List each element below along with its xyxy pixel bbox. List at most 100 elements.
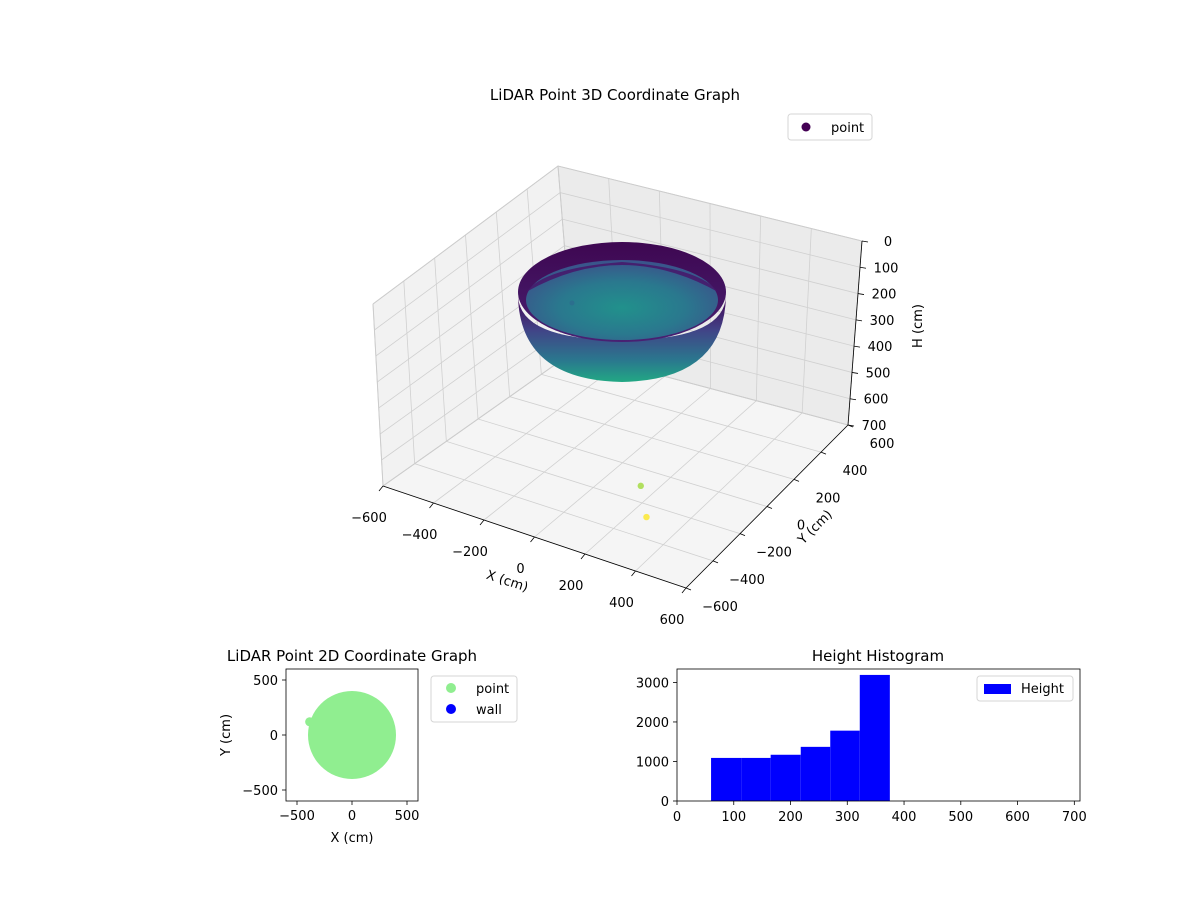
legend-histogram-label: Height (1021, 682, 1064, 697)
x-tick (631, 570, 636, 577)
z-tick-label: 700 (862, 419, 887, 434)
x-tick (378, 485, 384, 492)
z-axis-line (847, 240, 863, 426)
x-tick (530, 536, 535, 543)
legend-3d-label: point (831, 121, 864, 136)
x-tick-label: 200 (778, 810, 803, 825)
y-tick-label: −400 (729, 573, 765, 588)
z-tick (859, 266, 867, 269)
histogram-bar (711, 757, 742, 801)
y-tick-label: 600 (870, 437, 895, 452)
histogram-title: Height Histogram (812, 647, 944, 665)
legend-3d-marker (801, 122, 811, 132)
legend-2d-wall-marker (446, 704, 456, 714)
bowl-inner-surface (526, 260, 718, 340)
chart-3d-title: LiDAR Point 3D Coordinate Graph (490, 86, 740, 104)
z-tick-label: 300 (870, 314, 895, 329)
x-tick-label: −200 (452, 545, 488, 560)
x-tick-label: 700 (1062, 810, 1087, 825)
y-tick-label: 0 (797, 519, 805, 534)
x-tick-label: 300 (835, 810, 860, 825)
y-tick-label: 1000 (636, 755, 669, 770)
y-tick-label: 0 (270, 729, 278, 744)
outlier-points (637, 482, 650, 521)
x-tick-label: 200 (559, 579, 584, 594)
x-tick (429, 502, 434, 509)
point-cloud-bowl (518, 242, 726, 382)
y-tick-label: −600 (702, 600, 738, 615)
point-disk (308, 691, 396, 779)
z-tick-label: 500 (866, 366, 891, 381)
z-tick (855, 319, 863, 322)
ticks-3d: −600−600−400−400−200 −2000020020040040060… (351, 235, 898, 628)
pane-back-left (373, 166, 573, 486)
scatter-2d-plot (305, 691, 396, 779)
y-tick (793, 478, 800, 482)
y-tick (739, 533, 746, 537)
x-tick-label: 500 (395, 809, 420, 824)
histogram-bar (741, 757, 771, 801)
legend-3d-frame (787, 113, 873, 141)
y-tick-label: 2000 (636, 716, 669, 731)
x-tick-label: 600 (1005, 810, 1030, 825)
pane-floor (383, 352, 848, 588)
x-tick-label: 400 (892, 810, 917, 825)
y-tick (685, 587, 692, 591)
z-tick-label: 0 (884, 235, 892, 250)
x-tick-label: 0 (516, 562, 524, 577)
scatter-point (305, 717, 315, 727)
x-tick (580, 553, 586, 560)
chart-histogram: Height Histogram 0 100 200 300 400 500 600 7000… (636, 647, 1087, 825)
histogram-frame (676, 668, 1081, 802)
x-tick-label: 600 (660, 613, 685, 628)
histogram-bars (711, 674, 890, 801)
z-tick-label: 600 (864, 393, 889, 408)
x-tick-label: 0 (348, 809, 356, 824)
histogram-bar (830, 730, 860, 801)
legend-3d: point (787, 113, 873, 141)
histogram-bar (859, 674, 890, 801)
y-tick-label: 3000 (636, 676, 669, 691)
x-tick-label: −500 (279, 809, 315, 824)
x-tick-label: 100 (721, 810, 746, 825)
legend-2d-point-marker (446, 683, 456, 693)
y-tick-label: 200 (816, 491, 841, 506)
y-tick-label: 0 (661, 795, 669, 810)
legend-2d-wall-label: wall (476, 703, 502, 718)
x-tick-label: −400 (402, 528, 438, 543)
y-tick-label: 500 (253, 674, 278, 689)
z-tick-label: 400 (868, 340, 893, 355)
legend-histogram-frame (976, 675, 1074, 702)
legend-histogram-swatch (984, 684, 1011, 694)
z-tick (851, 372, 859, 374)
z-tick (847, 424, 855, 427)
y-tick-label: −200 (756, 546, 792, 561)
z-axis-label: H (cm) (911, 304, 926, 348)
z-tick-label: 100 (874, 261, 899, 276)
z-tick (861, 240, 869, 243)
chart-3d: LiDAR Point 3D Coordinate Graph −600 −600… (351, 86, 926, 628)
legend-2d-point-label: point (476, 682, 509, 697)
legend-histogram: Height (976, 675, 1074, 702)
histogram-bar (800, 746, 831, 801)
x-tick-label: 500 (948, 810, 973, 825)
y-tick-label: 400 (843, 464, 868, 479)
y-tick (820, 451, 827, 455)
chart-2d: LiDAR Point 2D Coordinate Graph −500 0 500… (219, 647, 518, 846)
chart-2d-xlabel: X (cm) (331, 831, 374, 846)
histogram-ticks: 0 100 200 300 400 500 600 700 0 1000 2000 3000 (636, 676, 1087, 825)
z-tick (853, 345, 861, 348)
x-tick (479, 519, 485, 526)
outlier-point (637, 482, 644, 490)
y-tick (712, 560, 719, 564)
z-tick-label: 200 (872, 288, 897, 303)
histogram-bar (770, 754, 801, 801)
outlier-point (643, 513, 650, 521)
chart-2d-title: LiDAR Point 2D Coordinate Graph (227, 647, 477, 665)
chart-2d-ylabel: Y (cm) (219, 714, 234, 757)
z-tick (857, 293, 865, 295)
legend-2d: point wall (430, 675, 518, 723)
bowl-inner-shadow (526, 262, 718, 292)
y-tick-label: −500 (242, 784, 278, 799)
